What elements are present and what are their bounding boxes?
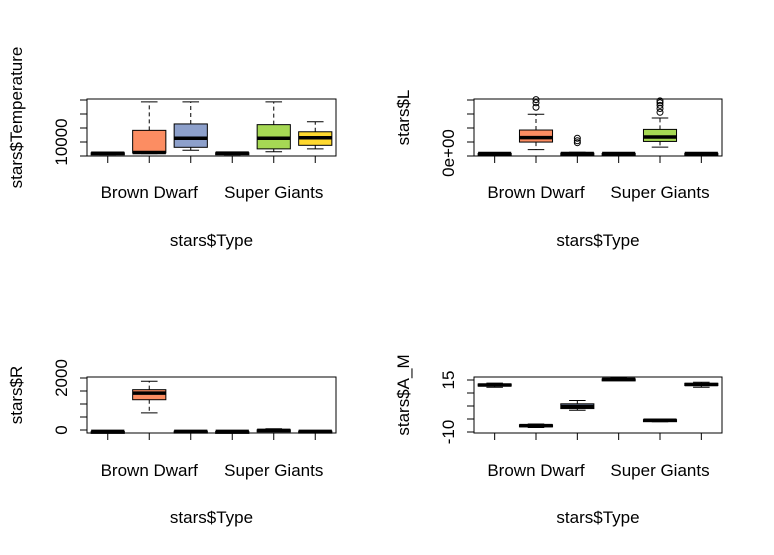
boxplot-panel-4: Brown Dwarf Super Giants -10 15 stars$Type st… [394, 354, 723, 527]
x-tick-label: Brown Dwarf [487, 183, 585, 202]
box-group-2 [518, 96, 554, 151]
y-tick-label: 2000 [52, 359, 71, 397]
outlier-point [573, 139, 581, 147]
x-tick-label: Brown Dwarf [101, 183, 199, 202]
outlier-point [532, 103, 540, 111]
x-tick-label: Super Giants [224, 183, 323, 202]
x-axis-title: stars$Type [556, 231, 639, 250]
x-axis-title: stars$Type [556, 508, 639, 527]
y-tick-label: 10000 [52, 118, 71, 165]
box-group-1 [477, 151, 512, 156]
outlier-point [656, 108, 664, 116]
box-group-1 [477, 382, 512, 388]
box-group-1 [90, 429, 125, 434]
box-group-6 [298, 429, 333, 434]
box-group-3 [173, 101, 208, 151]
box-group-2 [132, 380, 167, 414]
box-group-5 [256, 101, 291, 153]
x-tick-label: Super Giants [610, 461, 709, 480]
outlier-point [573, 134, 581, 142]
box-group-4 [215, 429, 250, 434]
x-tick-label: Super Giants [224, 461, 323, 480]
box-group-3 [173, 429, 208, 434]
x-axis-title: stars$Type [170, 231, 253, 250]
x-axis-title: stars$Type [170, 508, 253, 527]
y-tick-label: 15 [439, 371, 458, 390]
boxplot-panel-1: Brown Dwarf Super Giants 10000 stars$Type st… [7, 47, 337, 250]
outlier-point [656, 99, 664, 107]
box-group-3 [560, 400, 595, 411]
y-axis-title: stars$A_M [394, 354, 413, 435]
box-group-6 [298, 121, 333, 150]
box [132, 129, 167, 154]
outlier-point [656, 97, 664, 105]
box-group-4 [601, 377, 636, 382]
x-tick-label: Super Giants [610, 183, 709, 202]
box-group-2 [132, 101, 167, 155]
box-group-5 [642, 418, 678, 423]
box-group-6 [684, 381, 719, 388]
outlier-point [532, 99, 540, 107]
box-group-6 [684, 151, 719, 156]
y-axis-title: stars$R [7, 366, 26, 425]
box-group-4 [601, 151, 636, 156]
box-group-1 [90, 151, 125, 156]
x-tick-label: Brown Dwarf [487, 461, 585, 480]
box-group-4 [215, 151, 250, 156]
x-tick-label: Brown Dwarf [101, 461, 199, 480]
y-tick-label: 0e+00 [439, 129, 458, 177]
y-axis-title: stars$L [394, 90, 413, 146]
outlier-point [532, 96, 540, 104]
box [173, 123, 208, 148]
box-group-5 [256, 428, 291, 433]
y-tick-label: -10 [439, 420, 458, 445]
y-axis-title: stars$Temperature [7, 47, 26, 189]
boxplot-panel-3: Brown Dwarf Super Giants 0 2000 stars$Type st… [7, 359, 337, 527]
y-tick-label: 0 [52, 425, 71, 434]
box-group-5 [642, 97, 678, 148]
outlier-point [656, 101, 664, 109]
outlier-point [573, 137, 581, 145]
box-group-3 [560, 134, 595, 156]
box-group-2 [518, 423, 554, 429]
boxplot-panel-2: Brown Dwarf Super Giants 0e+00 stars$Type st… [394, 90, 723, 250]
